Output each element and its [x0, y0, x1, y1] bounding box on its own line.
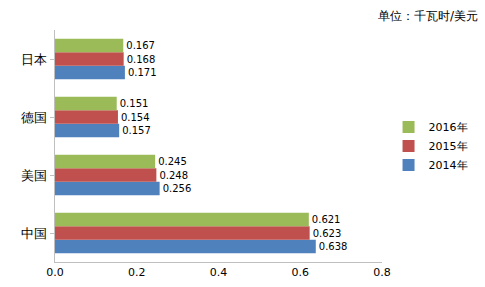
svg-text:0.168: 0.168	[127, 54, 156, 65]
svg-text:2016年: 2016年	[429, 121, 468, 134]
svg-text:美国: 美国	[21, 168, 47, 183]
svg-text:0.621: 0.621	[312, 214, 341, 225]
svg-text:0.151: 0.151	[120, 98, 149, 109]
svg-text:中国: 中国	[21, 226, 47, 241]
svg-text:0.167: 0.167	[126, 40, 155, 51]
svg-text:0.638: 0.638	[319, 241, 348, 252]
svg-text:0.157: 0.157	[122, 125, 151, 136]
svg-text:0.2: 0.2	[128, 266, 146, 279]
svg-text:2014年: 2014年	[429, 159, 468, 172]
svg-text:0.6: 0.6	[292, 266, 310, 279]
svg-text:日本: 日本	[21, 52, 47, 67]
svg-text:0.0: 0.0	[46, 266, 64, 279]
svg-text:德国: 德国	[21, 110, 47, 125]
svg-text:0.8: 0.8	[373, 266, 391, 279]
svg-text:0.171: 0.171	[128, 67, 157, 78]
svg-text:0.245: 0.245	[158, 156, 187, 167]
svg-text:2015年: 2015年	[429, 140, 468, 153]
svg-text:0.256: 0.256	[163, 183, 192, 194]
svg-text:单位：千瓦时/美元: 单位：千瓦时/美元	[378, 9, 478, 23]
svg-text:0.4: 0.4	[210, 266, 228, 279]
svg-text:0.623: 0.623	[313, 228, 342, 239]
svg-text:0.154: 0.154	[121, 112, 150, 123]
svg-text:0.248: 0.248	[159, 170, 188, 181]
